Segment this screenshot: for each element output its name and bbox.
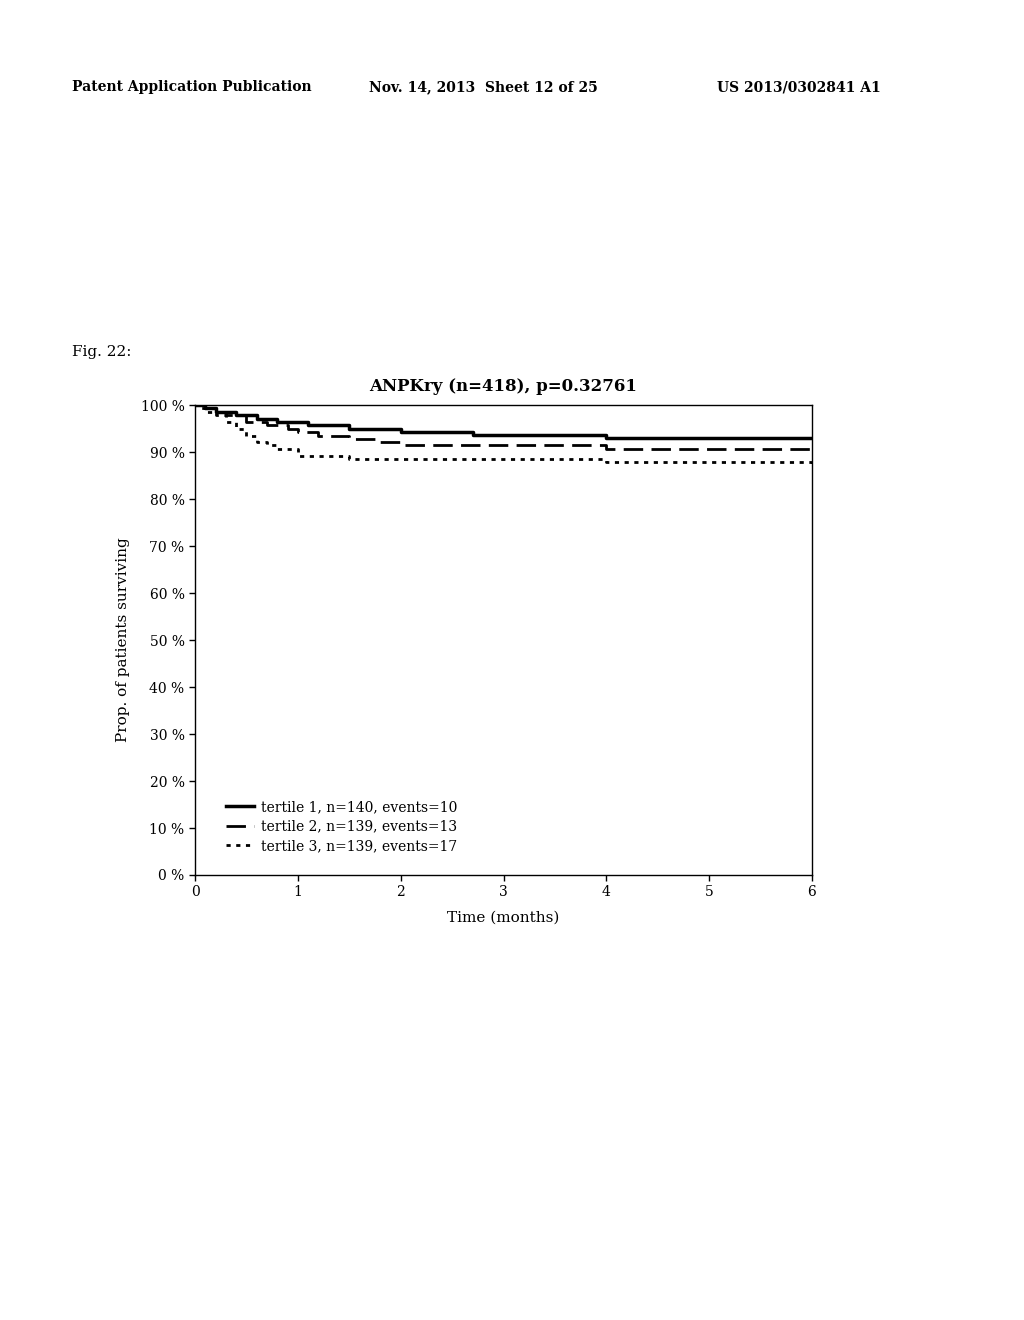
Text: Patent Application Publication: Patent Application Publication	[72, 81, 311, 94]
tertile 2, n=139, events=13	[292, 424, 304, 440]
tertile 3, n=139, events=17	[703, 454, 716, 470]
Line: tertile 1, n=140, events=10: tertile 1, n=140, events=10	[195, 405, 812, 438]
tertile 1, n=140, events=10	[425, 424, 437, 440]
tertile 1, n=140, events=10	[600, 430, 612, 446]
tertile 3, n=139, events=17	[199, 404, 211, 420]
tertile 2, n=139, events=13	[312, 428, 325, 444]
tertile 2, n=139, events=13	[467, 437, 479, 453]
tertile 1, n=140, events=10	[292, 414, 304, 430]
tertile 1, n=140, events=10	[651, 430, 664, 446]
tertile 1, n=140, events=10	[188, 397, 201, 413]
tertile 2, n=139, events=13	[210, 404, 222, 420]
tertile 2, n=139, events=13	[343, 430, 355, 446]
tertile 3, n=139, events=17	[600, 454, 612, 470]
tertile 3, n=139, events=17	[651, 454, 664, 470]
tertile 3, n=139, events=17	[261, 437, 273, 453]
tertile 3, n=139, events=17	[292, 447, 304, 463]
Text: US 2013/0302841 A1: US 2013/0302841 A1	[717, 81, 881, 94]
tertile 3, n=139, events=17	[230, 421, 243, 437]
tertile 2, n=139, events=13	[374, 434, 386, 450]
tertile 1, n=140, events=10	[806, 430, 818, 446]
tertile 1, n=140, events=10	[323, 417, 335, 433]
tertile 1, n=140, events=10	[230, 407, 243, 422]
tertile 2, n=139, events=13	[755, 441, 767, 457]
tertile 2, n=139, events=13	[425, 437, 437, 453]
tertile 1, n=140, events=10	[194, 397, 206, 413]
tertile 2, n=139, events=13	[703, 441, 716, 457]
tertile 1, n=140, events=10	[343, 421, 355, 437]
tertile 2, n=139, events=13	[394, 437, 407, 453]
tertile 3, n=139, events=17	[498, 451, 510, 467]
tertile 1, n=140, events=10	[220, 404, 232, 420]
tertile 3, n=139, events=17	[806, 458, 818, 474]
tertile 3, n=139, events=17	[241, 428, 253, 444]
tertile 2, n=139, events=13	[220, 408, 232, 424]
tertile 1, n=140, events=10	[755, 430, 767, 446]
tertile 2, n=139, events=13	[498, 437, 510, 453]
Text: Fig. 22:: Fig. 22:	[72, 345, 131, 359]
tertile 2, n=139, events=13	[651, 441, 664, 457]
tertile 2, n=139, events=13	[261, 417, 273, 433]
Legend: tertile 1, n=140, events=10, tertile 2, n=139, events=13, tertile 3, n=139, even: tertile 1, n=140, events=10, tertile 2, …	[220, 795, 463, 858]
Line: tertile 3, n=139, events=17: tertile 3, n=139, events=17	[195, 405, 812, 466]
tertile 3, n=139, events=17	[549, 451, 561, 467]
tertile 3, n=139, events=17	[251, 434, 263, 450]
tertile 2, n=139, events=13	[199, 400, 211, 416]
tertile 2, n=139, events=13	[549, 437, 561, 453]
tertile 3, n=139, events=17	[220, 414, 232, 430]
tertile 1, n=140, events=10	[394, 424, 407, 440]
tertile 2, n=139, events=13	[806, 441, 818, 457]
tertile 3, n=139, events=17	[271, 441, 284, 457]
tertile 1, n=140, events=10	[302, 417, 314, 433]
tertile 3, n=139, events=17	[445, 451, 458, 467]
tertile 2, n=139, events=13	[282, 421, 294, 437]
tertile 2, n=139, events=13	[600, 441, 612, 457]
tertile 1, n=140, events=10	[467, 428, 479, 444]
tertile 3, n=139, events=17	[210, 408, 222, 424]
tertile 1, n=140, events=10	[703, 430, 716, 446]
Line: tertile 2, n=139, events=13: tertile 2, n=139, events=13	[195, 405, 812, 449]
tertile 3, n=139, events=17	[188, 397, 201, 413]
tertile 1, n=140, events=10	[271, 414, 284, 430]
tertile 3, n=139, events=17	[194, 400, 206, 416]
tertile 3, n=139, events=17	[343, 451, 355, 467]
Text: Nov. 14, 2013  Sheet 12 of 25: Nov. 14, 2013 Sheet 12 of 25	[369, 81, 597, 94]
X-axis label: Time (months): Time (months)	[447, 911, 560, 924]
tertile 1, n=140, events=10	[498, 428, 510, 444]
tertile 1, n=140, events=10	[549, 428, 561, 444]
tertile 2, n=139, events=13	[241, 414, 253, 430]
tertile 1, n=140, events=10	[199, 400, 211, 416]
tertile 2, n=139, events=13	[188, 397, 201, 413]
tertile 1, n=140, events=10	[204, 400, 216, 416]
tertile 1, n=140, events=10	[210, 404, 222, 420]
tertile 3, n=139, events=17	[394, 451, 407, 467]
tertile 1, n=140, events=10	[251, 411, 263, 426]
tertile 1, n=140, events=10	[241, 407, 253, 422]
Y-axis label: Prop. of patients surviving: Prop. of patients surviving	[116, 537, 130, 742]
Title: ANPKry (n=418), p=0.32761: ANPKry (n=418), p=0.32761	[370, 378, 637, 395]
tertile 3, n=139, events=17	[755, 454, 767, 470]
tertile 1, n=140, events=10	[374, 421, 386, 437]
